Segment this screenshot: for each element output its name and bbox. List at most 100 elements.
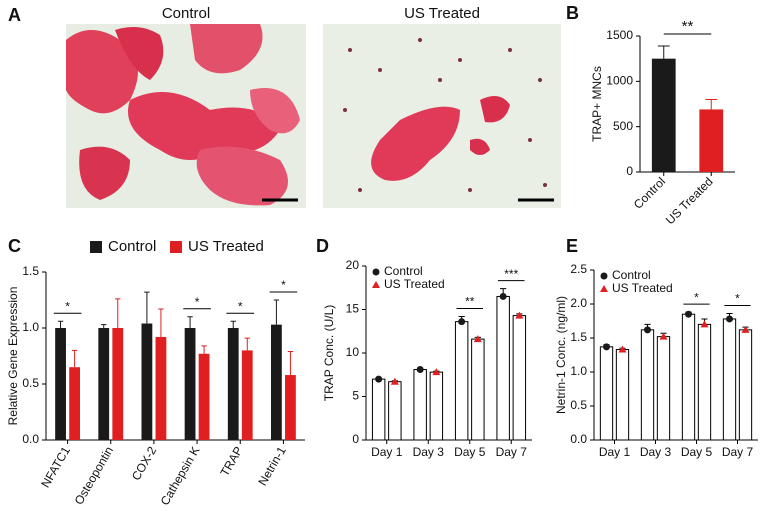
y-axis-label: TRAP+ MNCs [590, 66, 604, 142]
legend-marker [600, 272, 608, 280]
panel-letter: A [8, 5, 21, 25]
x-tick-label: Control [631, 174, 668, 211]
x-tick-label: Netrin-1 [255, 444, 289, 488]
y-tick-label: 1.5 [22, 264, 39, 278]
y-tick-label: 15 [346, 302, 360, 316]
x-tick-label: Cathepsin K [158, 444, 203, 508]
y-tick-label: 0.5 [570, 398, 587, 412]
y-axis-label: TRAP Conc. (U/L) [322, 305, 336, 401]
data-point [390, 377, 399, 385]
y-tick-label: 2.5 [570, 262, 587, 276]
x-tick-label: Day 1 [371, 445, 403, 459]
x-tick-label: COX-2 [129, 444, 160, 483]
error-bar [230, 320, 236, 328]
panel-letter: D [316, 236, 329, 256]
y-tick-label: 1500 [606, 28, 633, 42]
bar [615, 349, 630, 441]
error-bar [657, 45, 670, 59]
panel-letter: C [8, 236, 21, 256]
y-tick-label: 0.0 [570, 432, 587, 446]
x-tick-label: Osteopontin [72, 444, 116, 507]
x-tick-label: NFATC1 [38, 444, 73, 490]
significance-label: * [238, 299, 243, 313]
bar [271, 324, 282, 440]
y-axis-label: Relative Gene Expression [6, 287, 20, 426]
data-point [432, 368, 441, 376]
error-bar [57, 320, 64, 328]
bar [656, 336, 671, 441]
significance-label: * [735, 292, 740, 306]
data-point [416, 366, 424, 374]
data-point [603, 343, 611, 351]
x-tick-label: US Treated [663, 174, 716, 227]
y-tick-label: 0 [626, 164, 633, 178]
significance-label: ** [682, 18, 694, 35]
data-point [618, 345, 627, 353]
micrograph [66, 24, 306, 208]
data-point [700, 320, 709, 328]
legend-marker [372, 268, 380, 276]
bar [155, 336, 167, 440]
error-bar [244, 337, 250, 351]
error-bar [273, 299, 280, 325]
bar [112, 328, 124, 440]
bar [599, 346, 614, 441]
y-tick-label: 10 [346, 345, 360, 359]
bar [198, 353, 210, 440]
bar [371, 378, 386, 441]
x-tick-label: Day 3 [640, 445, 672, 459]
bar [699, 109, 724, 172]
x-tick-label: Day 7 [722, 445, 754, 459]
legend-marker [600, 285, 608, 292]
error-bar [101, 324, 107, 328]
error-bar [187, 316, 193, 328]
error-bar [144, 291, 150, 324]
significance-label: *** [504, 267, 518, 281]
y-tick-label: 1.0 [570, 364, 587, 378]
legend-label: US Treated [384, 277, 445, 291]
data-point [375, 375, 383, 383]
legend-label: US Treated [188, 238, 264, 255]
panel-letter: E [566, 236, 578, 256]
legend-label: Control [384, 264, 423, 278]
bar [681, 313, 696, 441]
bar [697, 323, 712, 441]
y-tick-label: 0.5 [22, 376, 39, 390]
bar [141, 323, 153, 440]
bar [241, 350, 253, 440]
image-caption: Control [162, 5, 210, 22]
y-tick-label: 1.0 [22, 320, 39, 334]
legend-label: US Treated [612, 281, 673, 295]
y-tick-label: 5 [352, 389, 359, 403]
data-point [458, 318, 466, 326]
y-tick-label: 500 [613, 119, 633, 133]
bar [738, 329, 753, 441]
bar [388, 381, 402, 441]
y-tick-label: 0.0 [22, 432, 39, 446]
image-caption: US Treated [404, 5, 480, 22]
bar [651, 58, 676, 172]
bar [471, 338, 485, 441]
x-tick-label: Day 7 [496, 445, 528, 459]
x-tick-label: Day 3 [413, 445, 445, 459]
bar [285, 375, 296, 440]
bar [496, 295, 510, 441]
micrograph [323, 24, 561, 208]
y-tick-label: 0 [352, 432, 359, 446]
y-tick-label: 2.0 [570, 296, 587, 310]
panel-letter: B [566, 3, 579, 23]
legend-swatch [90, 241, 102, 253]
legend-label: Control [108, 238, 156, 255]
error-bar [158, 308, 164, 337]
data-point [685, 310, 693, 318]
bar [55, 328, 66, 440]
bar [429, 371, 444, 441]
bar [722, 318, 737, 441]
y-tick-label: 20 [346, 258, 360, 272]
data-point [499, 292, 507, 300]
bar [69, 367, 80, 440]
bar [227, 328, 239, 440]
y-tick-label: 1.5 [570, 330, 587, 344]
significance-label: * [694, 290, 699, 304]
y-tick-label: 1000 [606, 74, 633, 88]
